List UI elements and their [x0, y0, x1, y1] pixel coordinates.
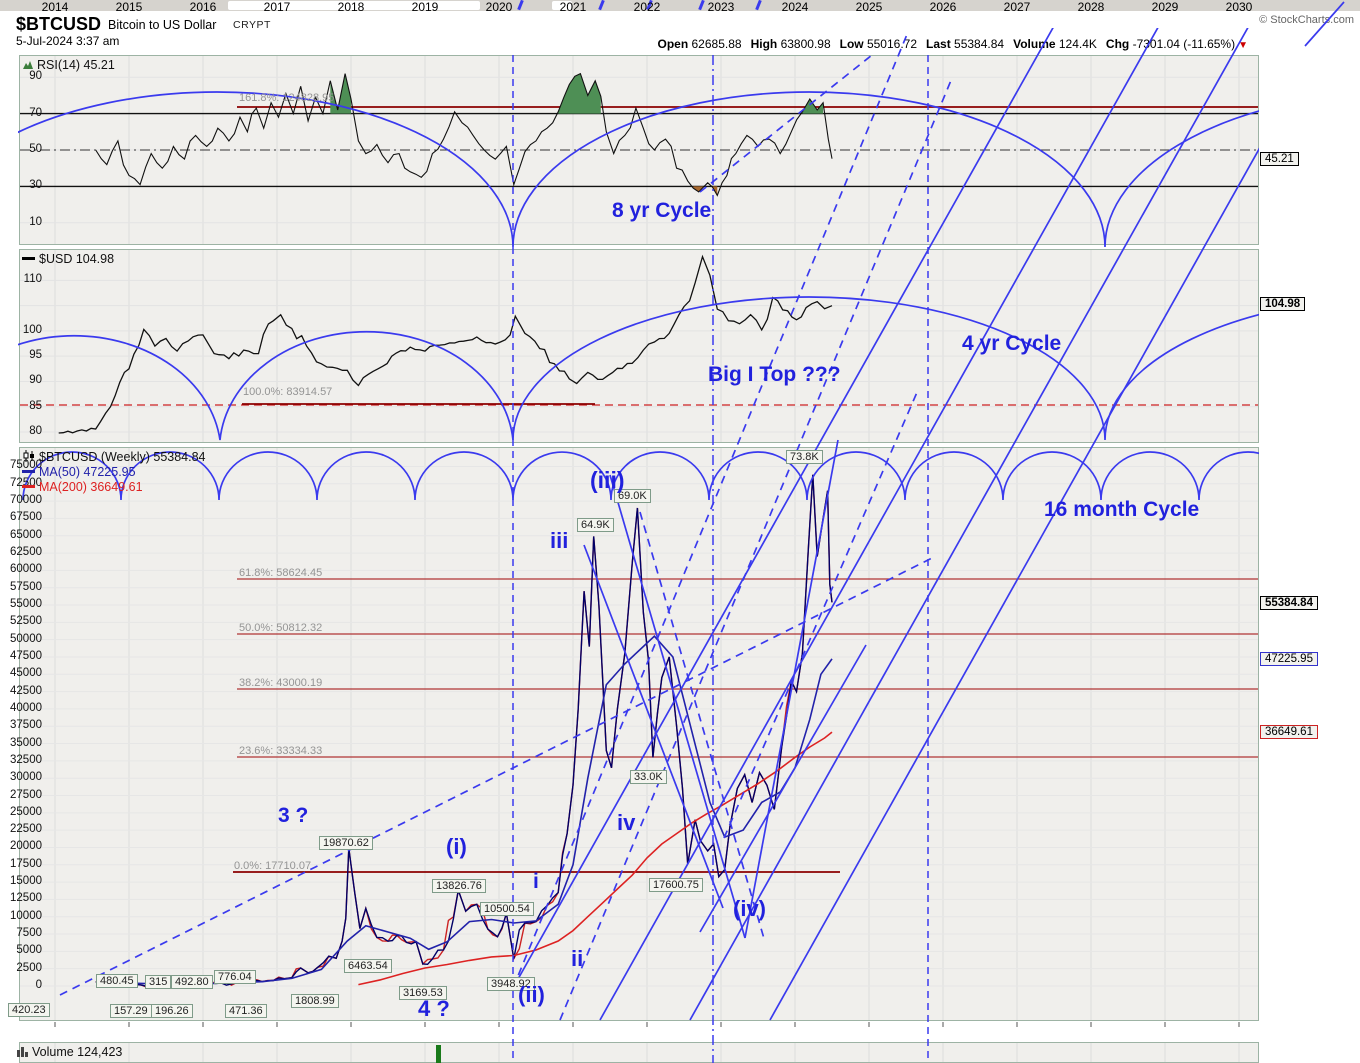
symbol-ticker: $BTCUSD: [16, 14, 102, 34]
toolbar-remnant-mark: [698, 0, 705, 11]
toolbar-remnant-mark: [517, 0, 524, 11]
main-legend: $BTCUSD (Weekly) 55384.84 MA(50) 47225.9…: [22, 450, 206, 495]
quote-volume-label: Volume: [1013, 37, 1056, 51]
toolbar-remnant-box: [228, 1, 480, 10]
axis-value-box: 104.98: [1260, 297, 1306, 311]
quote-open-value: 62685.88: [688, 37, 742, 51]
copyright-notice: © StockCharts.com: [1259, 14, 1354, 26]
usd-line-icon: [22, 257, 35, 260]
quote-last-value: 55384.84: [950, 37, 1005, 51]
price-panel: [19, 447, 1259, 1021]
ma50-line-icon: [22, 470, 35, 473]
quote-last-label: Last: [926, 37, 951, 51]
toolbar-remnant-box: [552, 1, 572, 10]
symbol-exchange: CRYPT: [233, 19, 271, 31]
quote-bar: Open 62685.88 High 63800.98 Low 55016.72 La…: [649, 37, 1249, 51]
ma200-line-icon: [22, 485, 35, 488]
toolbar-remnant-mark: [598, 0, 605, 11]
candlestick-icon: [23, 450, 34, 462]
quote-high-label: High: [750, 37, 778, 51]
change-down-triangle-icon: ▼: [1238, 40, 1248, 51]
usd-panel: [19, 249, 1259, 443]
axis-value-box: 36649.61: [1260, 725, 1318, 739]
axis-value-box: 55384.84: [1260, 596, 1318, 610]
main-legend-symbol: $BTCUSD (Weekly) 55384.84: [39, 450, 206, 464]
quote-high-value: 63800.98: [777, 37, 831, 51]
rsi-legend-text: RSI(14) 45.21: [37, 58, 115, 72]
chart-header: $BTCUSD Bitcoin to US Dollar CRYPT 5-Jul…: [0, 11, 1360, 55]
usd-legend-text: $USD 104.98: [39, 252, 115, 266]
quote-low-value: 55016.72: [863, 37, 918, 51]
rsi-legend: RSI(14) 45.21: [22, 58, 115, 72]
toolbar-remnant-mark: [646, 0, 653, 11]
quote-low-label: Low: [839, 37, 864, 51]
axis-value-box: 45.21: [1260, 152, 1299, 166]
chart-datetime: 5-Jul-2024 3:37 am: [16, 34, 120, 48]
quote-open-label: Open: [657, 37, 689, 51]
browser-toolbar-remnant: [0, 0, 1360, 11]
volume-panel: [19, 1042, 1259, 1063]
usd-legend: $USD 104.98: [22, 252, 114, 266]
volume-legend: Volume 124,423: [16, 1045, 122, 1059]
ma200-legend: MA(200) 36649.61: [39, 480, 143, 494]
rsi-panel: [19, 55, 1259, 245]
rsi-area-icon: [23, 61, 33, 69]
axis-value-box: 47225.95: [1260, 652, 1318, 666]
ma50-legend: MA(50) 47225.95: [39, 465, 136, 479]
symbol-name: Bitcoin to US Dollar: [108, 18, 217, 32]
toolbar-remnant-mark: [755, 0, 762, 11]
volume-legend-text: Volume 124,423: [32, 1045, 123, 1059]
quote-volume-value: 124.4K: [1055, 37, 1097, 51]
quote-chg-value: -7301.04 (-11.65%): [1129, 37, 1236, 51]
volume-bars-icon: [17, 1047, 28, 1057]
quote-chg-label: Chg: [1105, 37, 1130, 51]
x-axis-strip: [19, 1022, 1259, 1042]
